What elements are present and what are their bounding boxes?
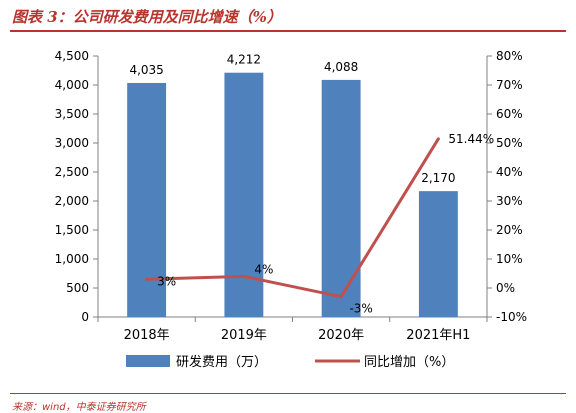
y-left-tick-label: 4,000 [55, 78, 89, 92]
x-tick-label: 2019年 [221, 328, 267, 343]
line-value-label: 4% [254, 262, 273, 276]
y-right-tick-label: 0% [496, 281, 515, 295]
x-tick-label: 2021年H1 [406, 328, 470, 343]
y-right-tick-label: 10% [496, 252, 523, 266]
bar-value-label: 4,212 [227, 53, 261, 67]
bar-series [127, 72, 458, 317]
x-tick-label: 2020年 [318, 328, 364, 343]
growth-line [146, 138, 440, 299]
y-left-tick-label: 1,000 [55, 252, 89, 266]
legend-line-label: 同比增加（%） [364, 355, 454, 370]
y-right-tick-label: 70% [496, 78, 523, 92]
line-series [145, 137, 440, 299]
line-point [436, 137, 440, 141]
x-tick-label: 2018年 [124, 328, 170, 343]
y-right-tick-label: 30% [496, 194, 523, 208]
legend: 研发费用（万） 同比增加（%） [126, 354, 454, 370]
y-right-tick-label: 50% [496, 136, 523, 150]
bar-value-label: 2,170 [421, 171, 455, 185]
footer-divider [10, 393, 566, 394]
line-point [145, 277, 149, 281]
y-left-tick-label: 500 [66, 281, 89, 295]
bar [418, 191, 458, 317]
data-labels: 4,035 4,212 4,088 2,170 3% 4% -3% 51.44% [129, 53, 494, 316]
bar-value-label: 4,088 [324, 60, 358, 74]
chart-title: 图表 3：公司研发费用及同比增速（%） [12, 8, 282, 26]
y-left-tick-label: 2,000 [55, 194, 89, 208]
y-right-tick-label: 40% [496, 165, 523, 179]
y-left-tick-label: 0 [81, 310, 89, 324]
y-right-tick-label: 60% [496, 107, 523, 121]
y-left-tick-label: 1,500 [55, 223, 89, 237]
line-value-label: 51.44% [448, 132, 494, 146]
y-right-tick-label: -10% [496, 310, 527, 324]
line-point [339, 295, 343, 299]
y-left-tick-label: 3,500 [55, 107, 89, 121]
y-right-tick-label: 20% [496, 223, 523, 237]
bar [321, 79, 361, 317]
line-value-label: 3% [157, 274, 176, 288]
axes: 0 500 1,000 1,500 2,000 2,500 3,000 3,500 4,000 4… [55, 49, 527, 343]
bar-value-label: 4,035 [129, 63, 163, 77]
y-right-tick-label: 80% [496, 49, 523, 63]
legend-bar-swatch [126, 355, 170, 367]
y-left-tick-label: 2,500 [55, 165, 89, 179]
y-left-tick-label: 4,500 [55, 49, 89, 63]
legend-bar-label: 研发费用（万） [176, 354, 267, 370]
y-left-tick-label: 3,000 [55, 136, 89, 150]
line-point [242, 274, 246, 278]
source-note: 来源：wind，中泰证券研究所 [12, 402, 146, 413]
line-value-label: -3% [349, 302, 372, 316]
title-divider [10, 30, 566, 32]
